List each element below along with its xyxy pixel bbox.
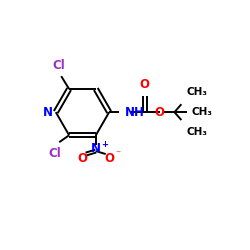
Text: ⁻: ⁻ [116,149,121,159]
Text: N: N [91,142,101,154]
Text: +: + [101,140,108,149]
Text: CH₃: CH₃ [186,87,207,97]
Text: NH: NH [125,106,145,119]
Text: CH₃: CH₃ [186,127,207,137]
Text: O: O [140,78,150,92]
Text: CH₃: CH₃ [191,107,212,117]
Text: O: O [77,152,87,164]
Text: Cl: Cl [48,147,61,160]
Text: O: O [154,106,164,119]
Text: O: O [105,152,115,164]
Text: Cl: Cl [53,59,66,72]
Text: N: N [43,106,53,119]
